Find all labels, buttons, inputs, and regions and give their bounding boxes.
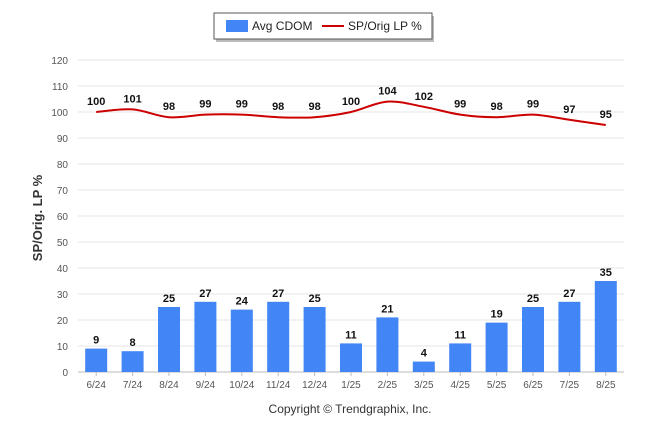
x-tick-label: 4/25 xyxy=(450,380,470,391)
y-tick-label: 110 xyxy=(52,82,68,93)
bar xyxy=(412,361,435,372)
bar-series xyxy=(85,281,617,372)
y-tick-label: 20 xyxy=(57,316,69,327)
y-tick-label: 10 xyxy=(57,342,69,353)
x-tick-label: 3/25 xyxy=(414,380,434,391)
bar-value-label: 8 xyxy=(130,337,136,349)
y-tick-label: 60 xyxy=(57,212,69,223)
line-path xyxy=(96,100,606,126)
line-value-label: 99 xyxy=(454,99,466,111)
x-tick-label: 6/24 xyxy=(86,380,106,391)
bar-value-label: 27 xyxy=(272,288,284,300)
line-value-label: 101 xyxy=(123,93,141,105)
y-tick-label: 40 xyxy=(57,264,69,275)
bar-value-label: 24 xyxy=(236,296,249,308)
x-tick-label: 12/24 xyxy=(302,380,327,391)
bar xyxy=(376,317,399,372)
x-tick-label: 11/24 xyxy=(266,380,291,391)
bar xyxy=(230,309,253,372)
y-tick-label: 70 xyxy=(57,186,69,197)
line-value-label: 99 xyxy=(199,99,211,111)
copyright-text: Copyright © Trendgraphix, Inc. xyxy=(269,402,432,416)
line-value-label: 100 xyxy=(342,96,360,108)
bar xyxy=(594,281,617,372)
bar-value-label: 25 xyxy=(163,293,175,305)
bar-value-label: 27 xyxy=(563,288,575,300)
y-tick-label: 50 xyxy=(57,238,69,249)
legend: Avg CDOM SP/Orig LP % xyxy=(213,12,434,42)
y-axis-label: SP/Orig. LP % xyxy=(30,174,45,261)
line-value-label: 99 xyxy=(236,99,248,111)
x-axis-ticks: 6/24 7/24 8/24 9/24 10/24 11/24 12/24 1/25 2/25 3… xyxy=(86,372,616,391)
x-tick-label: 7/25 xyxy=(560,380,580,391)
bar-value-label: 11 xyxy=(454,329,466,341)
y-tick-label: 120 xyxy=(51,56,68,67)
bar xyxy=(158,307,180,372)
bar xyxy=(522,307,544,372)
y-tick-label: 0 xyxy=(62,368,68,379)
line-value-label: 97 xyxy=(563,104,575,116)
bar xyxy=(267,301,290,372)
bar xyxy=(558,301,581,372)
line-value-label: 98 xyxy=(163,101,175,113)
legend-label-sp-orig-lp: SP/Orig LP % xyxy=(348,19,422,33)
bar-value-label: 19 xyxy=(490,309,502,321)
x-tick-label: 6/25 xyxy=(523,380,543,391)
line-value-label: 95 xyxy=(600,109,612,121)
bar-value-label: 21 xyxy=(381,303,393,315)
bar xyxy=(485,322,508,372)
bar xyxy=(85,348,108,372)
x-tick-label: 8/24 xyxy=(159,380,179,391)
bar-value-label: 9 xyxy=(93,335,99,347)
line-value-label: 102 xyxy=(415,91,433,103)
line-series xyxy=(96,100,606,126)
x-tick-label: 2/25 xyxy=(378,380,398,391)
line-value-label: 100 xyxy=(87,96,105,108)
x-tick-label: 8/25 xyxy=(596,380,616,391)
bar xyxy=(194,301,217,372)
bar xyxy=(303,307,326,372)
y-axis-ticks: 0 10 20 30 40 50 60 70 80 90 100 110 120 xyxy=(51,56,68,379)
bar-value-label: 25 xyxy=(527,293,539,305)
legend-swatch-avg-cdom xyxy=(226,20,248,32)
x-tick-label: 7/24 xyxy=(123,380,143,391)
y-tick-label: 90 xyxy=(57,134,69,145)
bar-value-label: 35 xyxy=(600,267,612,279)
line-value-label: 98 xyxy=(272,101,284,113)
x-tick-label: 1/25 xyxy=(341,380,361,391)
line-value-label: 104 xyxy=(378,86,397,98)
x-tick-label: 9/24 xyxy=(196,380,216,391)
line-value-label: 99 xyxy=(527,99,539,111)
bar-value-label: 27 xyxy=(199,288,211,300)
bar xyxy=(121,351,144,372)
bar-value-label: 4 xyxy=(421,348,428,360)
x-tick-label: 5/25 xyxy=(487,380,507,391)
bar-value-label: 11 xyxy=(345,329,357,341)
legend-label-avg-cdom: Avg CDOM xyxy=(252,19,312,33)
bar xyxy=(449,343,472,372)
bar-value-label: 25 xyxy=(308,293,320,305)
y-tick-label: 100 xyxy=(51,108,68,119)
y-tick-label: 80 xyxy=(57,160,69,171)
x-tick-label: 10/24 xyxy=(229,380,254,391)
line-value-label: 98 xyxy=(308,101,320,113)
y-tick-label: 30 xyxy=(57,290,69,301)
line-value-label: 98 xyxy=(490,101,502,113)
bar xyxy=(340,343,362,372)
